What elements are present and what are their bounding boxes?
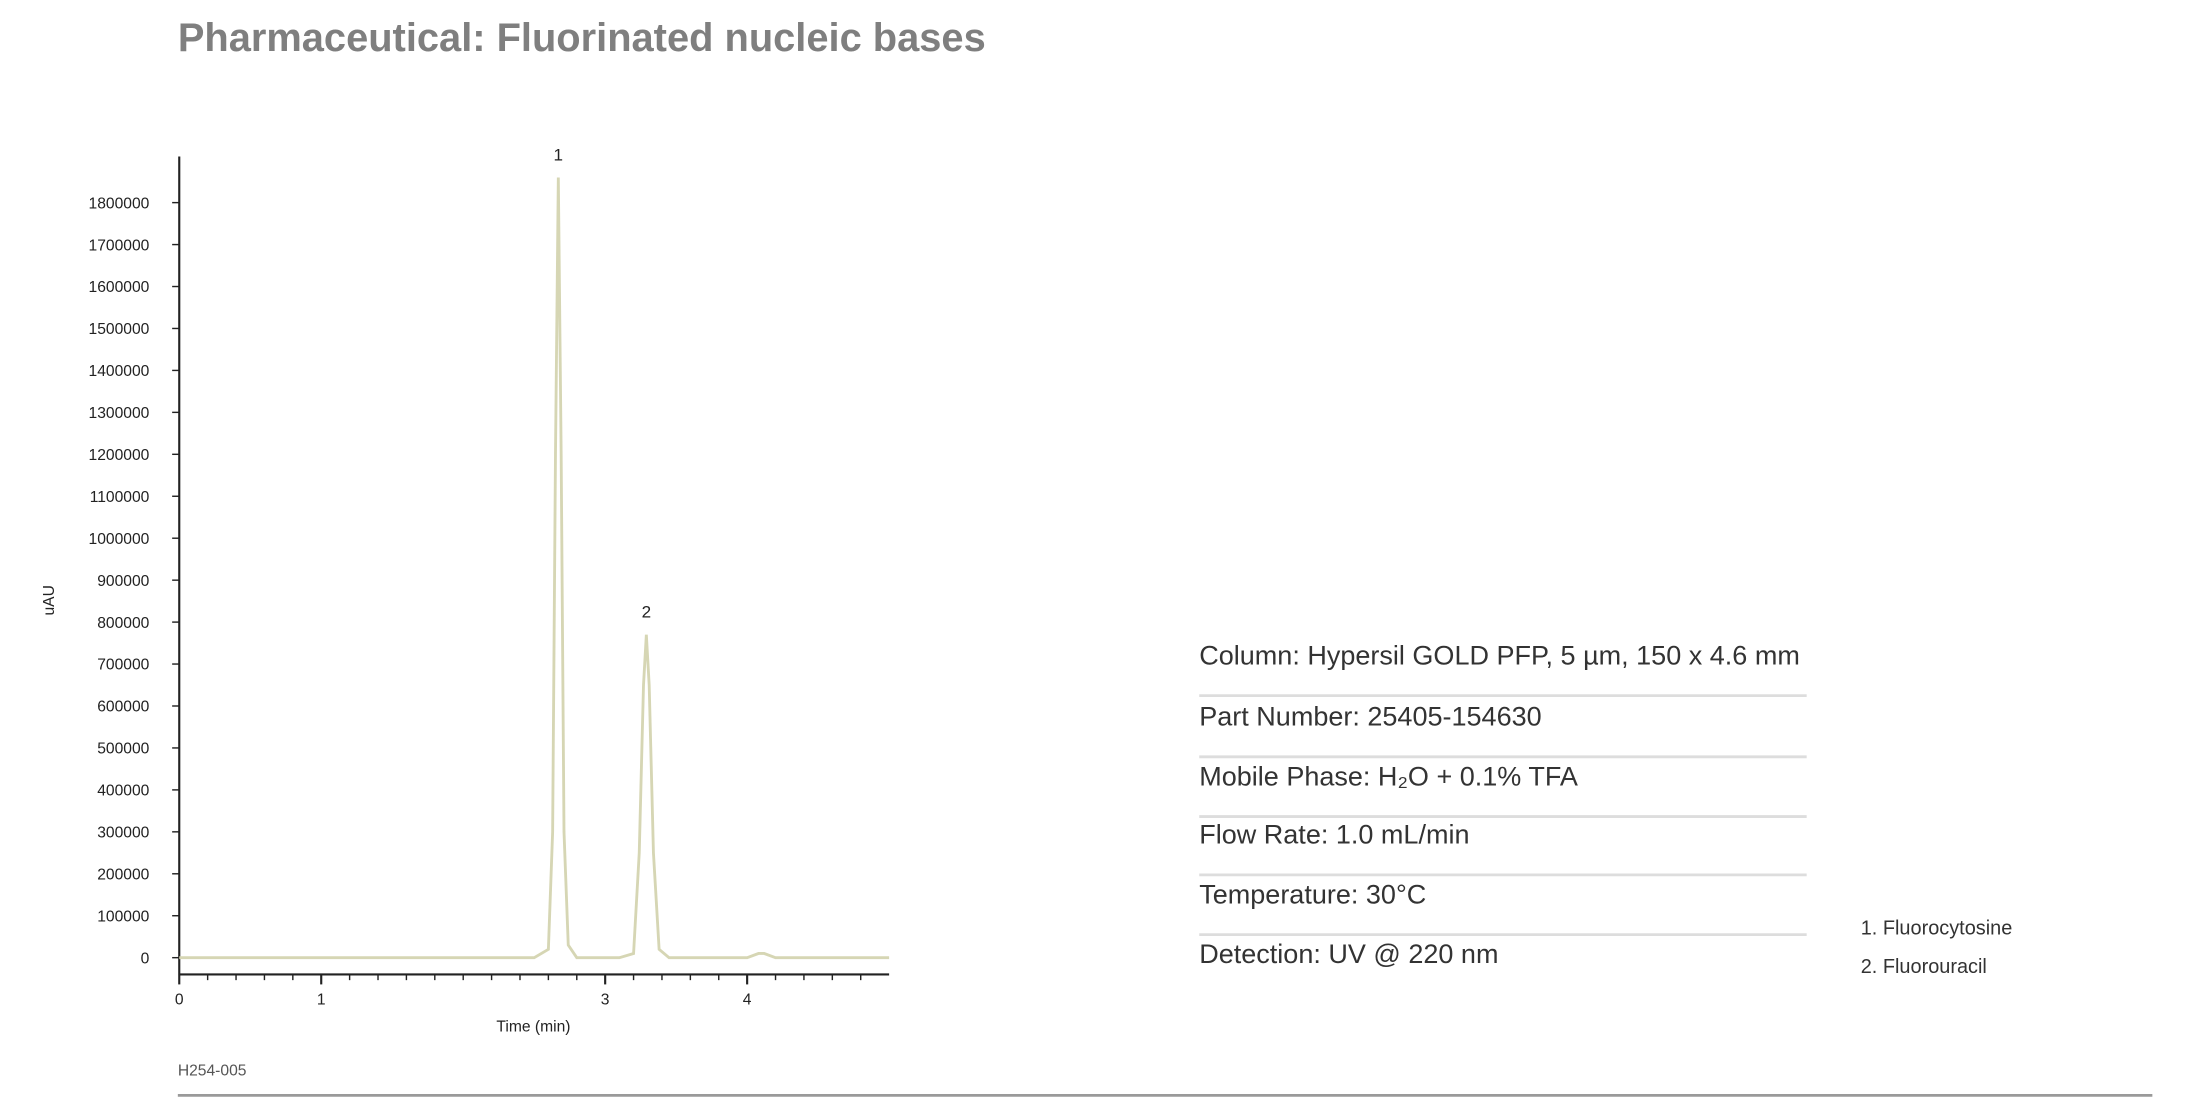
y-tick-label: 500000 <box>97 741 149 758</box>
y-axis-label: uAU <box>41 585 58 615</box>
y-tick-label: 400000 <box>97 783 149 800</box>
chart-title: Pharmaceutical: Fluorinated nucleic base… <box>178 16 986 60</box>
condition-row: Detection: UV @ 220 nm <box>1199 939 1498 969</box>
peak-label: 1 <box>554 145 564 164</box>
y-tick-label: 1600000 <box>89 279 150 296</box>
condition-row: Temperature: 30°C <box>1199 879 1426 909</box>
y-tick-label: 1100000 <box>90 489 150 506</box>
y-tick-label: 800000 <box>97 615 149 632</box>
y-tick-label: 1400000 <box>89 363 150 380</box>
x-tick-label: 3 <box>601 991 610 1008</box>
peak-label: 2 <box>642 603 652 622</box>
y-tick-label: 1300000 <box>89 405 150 422</box>
y-tick-label: 1800000 <box>89 195 150 212</box>
peak-legend-entry: 1. Fluorocytosine <box>1861 918 2013 940</box>
y-tick-label: 100000 <box>97 908 149 925</box>
condition-row: Flow Rate: 1.0 mL/min <box>1199 820 1469 850</box>
condition-row: Part Number: 25405-154630 <box>1199 702 1541 732</box>
y-tick-label: 600000 <box>97 699 149 716</box>
y-tick-label: 1700000 <box>89 237 150 254</box>
condition-row: Mobile Phase: H₂O + 0.1% TFA <box>1199 761 1578 791</box>
y-tick-label: 1200000 <box>89 447 150 464</box>
x-tick-label: 4 <box>743 991 752 1008</box>
y-tick-label: 200000 <box>97 866 149 883</box>
y-tick-label: 900000 <box>97 573 149 590</box>
peak-legend-entry: 2. Fluorouracil <box>1861 956 1987 978</box>
y-tick-label: 1000000 <box>89 531 150 548</box>
x-tick-label: 1 <box>317 991 326 1008</box>
y-tick-label: 0 <box>141 950 150 967</box>
x-axis-label: Time (min) <box>496 1018 570 1035</box>
figure-code: H254-005 <box>178 1062 247 1079</box>
chromatogram-trace <box>179 177 890 960</box>
y-tick-label: 1500000 <box>89 321 150 338</box>
y-tick-label: 300000 <box>97 825 149 842</box>
y-tick-label: 700000 <box>97 657 149 674</box>
x-tick-label: 0 <box>175 991 184 1008</box>
condition-row: Column: Hypersil GOLD PFP, 5 µm, 150 x 4… <box>1199 640 1800 670</box>
